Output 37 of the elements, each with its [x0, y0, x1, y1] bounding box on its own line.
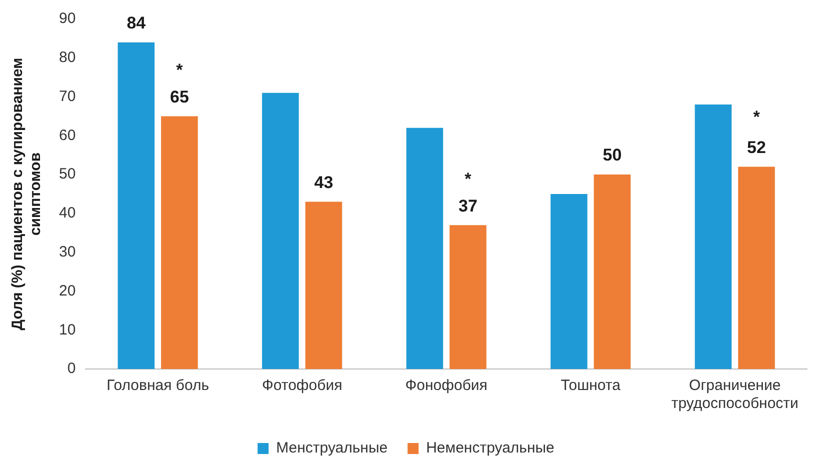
- y-tick-label: 10: [58, 321, 76, 338]
- bar: [450, 225, 486, 369]
- bar: [118, 42, 155, 369]
- x-tick-label: Ограничение трудоспособности: [671, 377, 798, 412]
- data-label: 65: [170, 87, 189, 106]
- data-label: 43: [314, 172, 334, 192]
- legend-label: Менструальные: [276, 440, 388, 457]
- annotation: *: [753, 107, 760, 126]
- y-tick-label: 80: [58, 49, 76, 66]
- y-axis-title: Доля (%) пациентов с купированием симптомов: [9, 58, 44, 330]
- y-tick-label: 70: [58, 88, 76, 105]
- legend-label: Неменструальные: [426, 440, 554, 457]
- bar: [262, 92, 299, 369]
- x-tick-label: Тошнота: [560, 377, 622, 394]
- x-tick-label: Головная боль: [106, 377, 210, 394]
- y-tick-label: 20: [58, 282, 76, 300]
- annotation: *: [464, 170, 472, 189]
- bar: [694, 104, 732, 369]
- bar: [406, 128, 444, 369]
- data-label: 84: [126, 14, 146, 33]
- bar: [594, 174, 631, 369]
- bar: [161, 116, 198, 369]
- y-tick-label: 40: [58, 204, 76, 222]
- bar: [305, 202, 342, 369]
- data-label: 50: [602, 146, 622, 165]
- bar: [738, 166, 775, 369]
- y-tick-label: 0: [67, 360, 76, 378]
- y-tick-label: 50: [58, 166, 76, 183]
- x-tick-label: Фонофобия: [405, 377, 488, 394]
- x-tick-label: Фотофобия: [262, 377, 342, 394]
- bar: [550, 194, 588, 369]
- annotation: *: [176, 60, 184, 80]
- y-tick-label: 90: [58, 10, 76, 28]
- y-tick-label: 60: [58, 126, 76, 144]
- y-tick-label: 30: [58, 243, 76, 260]
- data-label: 52: [747, 138, 766, 157]
- data-label: 37: [458, 196, 478, 216]
